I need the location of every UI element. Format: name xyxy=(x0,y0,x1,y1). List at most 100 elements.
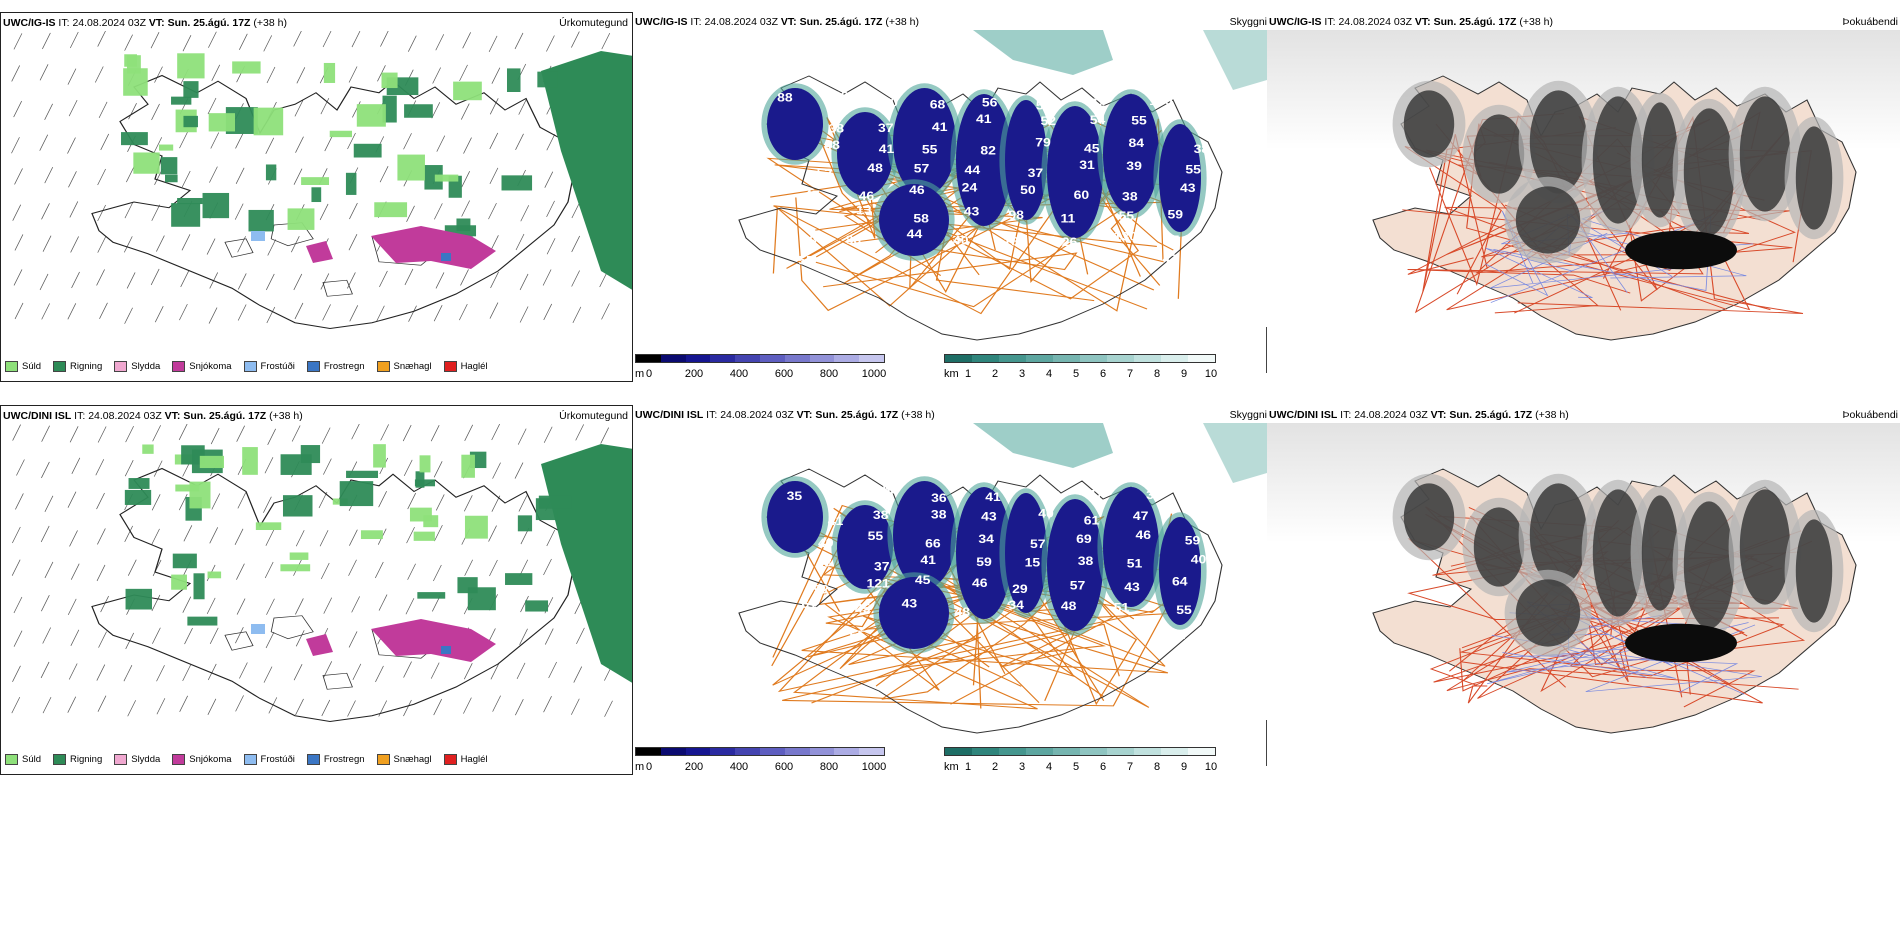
cloud-base-value: 61 xyxy=(801,597,817,611)
precip-type-legend: Súld Rigning Slydda Snjókoma Frostúði Frostre… xyxy=(5,361,500,372)
cloud-base-value: 59 xyxy=(976,555,992,569)
cloud-base-value: 52 xyxy=(817,166,833,180)
cloud-base-value: 34 xyxy=(978,532,994,546)
cloud-base-value: 45 xyxy=(1084,142,1100,156)
panel-title-precip: Úrkomutegund xyxy=(559,17,628,29)
cloud-base-value: 46 xyxy=(1045,489,1061,503)
panel-title-precip: Úrkomutegund xyxy=(559,410,628,422)
cloud-base-value: 46 xyxy=(859,189,875,203)
cloud-base-tick: 800 xyxy=(819,761,839,773)
cloud-base-value: 44 xyxy=(965,163,981,177)
legend-swatch xyxy=(114,361,128,372)
legend-item: Slydda xyxy=(114,361,160,372)
model-name: UWC/DINI ISL xyxy=(1269,409,1338,421)
visibility-tick: 10 xyxy=(1204,368,1218,380)
cloud-base-value: 55 xyxy=(922,142,938,156)
cloud-base-value: 37 xyxy=(1028,166,1044,180)
cloud-base-value: 43 xyxy=(902,597,918,611)
cloud-base-value: 65 xyxy=(850,628,866,642)
legend-item: Frostúði xyxy=(243,754,295,765)
cloud-base-value: 46 xyxy=(972,576,988,590)
init-time: 24.08.2024 03Z xyxy=(704,16,778,28)
valid-time: Sun. 25.ágú. 17Z xyxy=(1449,409,1533,421)
cloud-base-value: 59 xyxy=(1185,534,1201,548)
cloud-base-tick: 400 xyxy=(729,368,749,380)
precip-type-legend: Súld Rigning Slydda Snjókoma Frostúði Frostre… xyxy=(5,754,500,765)
visibility-tick: 8 xyxy=(1153,368,1161,380)
panel-header: UWC/IG-IS IT: 24.08.2024 03Z VT: Sun. 25… xyxy=(635,16,919,28)
visibility-tick: 7 xyxy=(1126,368,1134,380)
cloud-base-value: 48 xyxy=(816,555,832,569)
it-label: IT: xyxy=(58,17,70,29)
cloud-base-colorbar-strip xyxy=(635,747,885,756)
cloud-base-value: 47 xyxy=(1162,252,1178,266)
cloud-base-value: 130 xyxy=(1114,230,1137,244)
visibility-tick: 7 xyxy=(1126,761,1134,773)
model-name: UWC/IG-IS xyxy=(635,16,688,28)
panel-title-fog: Þokuábendi xyxy=(1842,16,1898,28)
cloud-base-value: 126 xyxy=(1054,235,1077,249)
visibility-tick: 6 xyxy=(1099,761,1107,773)
cloud-base-value: 70 xyxy=(805,626,821,640)
legend-swatch xyxy=(53,754,67,765)
cloud-base-value: 121 xyxy=(867,576,890,590)
legend-label: Snjókoma xyxy=(189,754,232,765)
legend-item: Snjókoma xyxy=(172,754,232,765)
panel-title-cloud: Skyggni xyxy=(1229,16,1267,28)
valid-time: Sun. 25.ágú. 17Z xyxy=(183,410,267,422)
legend-item: Snæhagl xyxy=(376,754,432,765)
cloud-base-colorbar: m 0 200 400 600 800 1000 xyxy=(635,354,887,380)
vt-label: VT: xyxy=(1414,16,1431,28)
panel-title-fog: Þokuábendi xyxy=(1842,409,1898,421)
valid-time: Sun. 25.ágú. 17Z xyxy=(167,17,251,29)
cloud-base-value: 36 xyxy=(931,491,947,505)
cloud-base-value: 40 xyxy=(953,233,969,247)
it-label: IT: xyxy=(706,409,718,421)
cloud-base-value: 39 xyxy=(1126,159,1142,173)
legend-swatch xyxy=(53,361,67,372)
cloud-base-value: 29 xyxy=(1012,582,1028,596)
vt-label: VT: xyxy=(148,17,165,29)
visibility-tick: 5 xyxy=(1072,368,1080,380)
panel-header: UWC/DINI ISL IT: 24.08.2024 03Z VT: Sun.… xyxy=(635,409,935,421)
cloud-base-value: 55 xyxy=(798,253,814,267)
cloud-visibility-panel: UWC/IG-IS IT: 24.08.2024 03Z VT: Sun. 25… xyxy=(633,12,1267,382)
visibility-tick: 2 xyxy=(991,368,999,380)
visibility-tick: 4 xyxy=(1045,761,1053,773)
vt-label: VT: xyxy=(1430,409,1447,421)
init-time: 24.08.2024 03Z xyxy=(88,410,162,422)
cloud-base-value: 61 xyxy=(1084,514,1100,528)
visibility-unit: km xyxy=(944,368,959,380)
cloud-base-value: 64 xyxy=(1172,574,1188,588)
cloud-base-value: 43 xyxy=(981,509,997,523)
legend-label: Rigning xyxy=(70,361,103,372)
panel-header: UWC/DINI ISL IT: 24.08.2024 03Z VT: Sun.… xyxy=(1269,409,1569,421)
cloud-base-tick: 600 xyxy=(774,761,794,773)
legend-item: Snæhagl xyxy=(376,361,432,372)
cloud-base-tick: 600 xyxy=(774,368,794,380)
legend-label: Rigning xyxy=(70,754,103,765)
visibility-tick: 2 xyxy=(991,761,999,773)
legend-swatch xyxy=(5,361,18,372)
cloud-base-tick: 0 xyxy=(645,761,653,773)
legend-label: Frostregn xyxy=(323,361,365,372)
valid-time: Sun. 25.ágú. 17Z xyxy=(1433,16,1517,28)
cloud-base-value: 38 xyxy=(828,121,844,135)
cloud-base-unit: m xyxy=(635,761,645,773)
panel-header: UWC/IG-IS IT: 24.08.2024 03Z VT: Sun. 25… xyxy=(3,17,287,29)
cloud-base-value: 43 xyxy=(964,204,980,218)
legend-item: Rigning xyxy=(53,361,102,372)
legend-swatch xyxy=(5,754,18,765)
legend-item: Frostregn xyxy=(306,361,365,372)
cloud-base-value: 48 xyxy=(955,605,971,619)
cloud-base-value: 50 xyxy=(834,488,850,502)
model-name: UWC/IG-IS xyxy=(3,17,56,29)
cloud-base-value: 38 xyxy=(1122,189,1138,203)
legend-item: Súld xyxy=(5,361,41,372)
cloud-base-value: 57 xyxy=(1070,578,1086,592)
visibility-tick: 5 xyxy=(1072,761,1080,773)
cloud-base-map: 88 60 70 68 56 52 62 150 73 38 37 41 41 52 54 55 38 48 41 5… xyxy=(738,30,1267,341)
visibility-tick: 3 xyxy=(1018,761,1026,773)
it-label: IT: xyxy=(690,16,702,28)
cloud-base-value: 55 xyxy=(1131,113,1147,127)
